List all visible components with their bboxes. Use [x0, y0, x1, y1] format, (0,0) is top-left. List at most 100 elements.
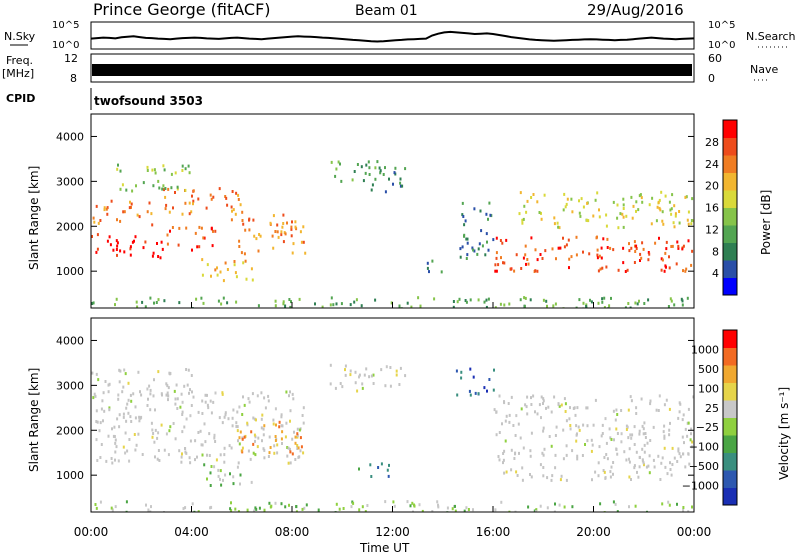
scatter-cell — [213, 465, 216, 469]
scatter-cell — [409, 504, 412, 508]
scatter-cell — [553, 222, 556, 226]
scatter-cell — [655, 408, 658, 412]
scatter-cell — [616, 413, 619, 416]
scatter-cell — [554, 466, 557, 470]
scatter-cell — [609, 470, 612, 474]
scatter-cell — [503, 401, 506, 405]
scatter-cell — [290, 234, 293, 238]
scatter-cell — [133, 239, 135, 243]
scatter-cell — [261, 439, 263, 443]
scatter-cell — [105, 459, 108, 463]
scatter-cell — [485, 212, 488, 216]
colorbar-tick-label: −1000 — [682, 480, 719, 493]
scatter-cell — [151, 435, 154, 439]
scatter-cell — [232, 208, 235, 212]
colorbar-tick-label: −100 — [689, 441, 719, 454]
scatter-cell — [168, 372, 171, 376]
scatter-cell — [465, 506, 468, 510]
scatter-cell — [295, 227, 298, 231]
scatter-cell — [114, 458, 116, 462]
scatter-cell — [106, 206, 109, 210]
colorbar-swatch — [723, 225, 737, 243]
scatter-cell — [131, 240, 134, 244]
scatter-cell — [160, 423, 163, 427]
scatter-cell — [516, 474, 519, 477]
scatter-cell — [201, 453, 204, 457]
scatter-cell — [289, 450, 292, 454]
scatter-cell — [300, 445, 303, 449]
scatter-cell — [244, 259, 247, 263]
scatter-cell — [639, 252, 642, 256]
nsky-label: N.Sky — [4, 30, 36, 43]
scatter-cell — [153, 378, 155, 382]
scatter-cell — [658, 198, 661, 202]
scatter-cell — [382, 173, 385, 176]
scatter-cell — [582, 423, 585, 427]
scatter-cell — [569, 424, 572, 427]
scatter-cell — [115, 248, 118, 251]
scatter-cell — [555, 425, 558, 429]
scatter-cell — [384, 500, 387, 504]
scatter-cell — [538, 211, 541, 214]
scatter-cell — [115, 445, 118, 449]
scatter-cell — [206, 477, 208, 481]
scatter-cell — [138, 215, 141, 219]
scatter-cell — [637, 475, 640, 479]
scatter-cell — [287, 446, 290, 450]
scatter-cell — [629, 395, 632, 399]
scatter-cell — [465, 257, 468, 260]
scatter-cell — [663, 436, 666, 440]
scatter-cell — [410, 305, 413, 308]
scatter-cell — [114, 441, 117, 445]
scatter-cell — [128, 459, 131, 463]
scatter-cell — [227, 417, 230, 421]
colorbar-tick-label: −25 — [696, 421, 719, 434]
scatter-cell — [394, 166, 397, 170]
scatter-cell — [368, 166, 371, 170]
scatter-cell — [278, 420, 281, 424]
scatter-cell — [210, 227, 213, 231]
scatter-cell — [669, 297, 672, 301]
scatter-cell — [426, 266, 429, 270]
scatter-cell — [487, 217, 489, 221]
scatter-cell — [495, 433, 498, 437]
scatter-cell — [684, 195, 687, 199]
scatter-cell — [274, 439, 277, 442]
scatter-cell — [633, 261, 636, 264]
scatter-cell — [501, 422, 503, 426]
scatter-cell — [585, 406, 588, 410]
scatter-cell — [501, 241, 504, 245]
scatter-cell — [274, 501, 277, 505]
scatter-cell — [154, 171, 157, 175]
scatter-cell — [384, 384, 387, 388]
scatter-cell — [661, 502, 664, 506]
scatter-cell — [547, 405, 550, 409]
scatter-cell — [203, 422, 206, 426]
scatter-cell — [582, 301, 585, 305]
scatter-cell — [302, 225, 305, 229]
scatter-cell — [638, 299, 640, 303]
scatter-cell — [356, 389, 359, 393]
scatter-cell — [280, 424, 283, 428]
scatter-cell — [221, 391, 224, 395]
scatter-cell — [95, 372, 98, 376]
scatter-cell — [619, 212, 622, 216]
scatter-cell — [594, 398, 597, 402]
scatter-cell — [426, 261, 429, 265]
scatter-cell — [550, 410, 553, 414]
nave-tick-bottom: 0 — [708, 72, 715, 85]
scatter-cell — [191, 248, 193, 252]
scatter-cell — [135, 300, 138, 304]
scatter-cell — [586, 406, 589, 410]
scatter-cell — [281, 430, 284, 434]
scatter-cell — [668, 255, 670, 259]
scatter-cell — [641, 200, 644, 204]
scatter-cell — [124, 372, 127, 376]
scatter-cell — [455, 369, 458, 373]
scatter-cell — [368, 375, 371, 379]
scatter-cell — [615, 448, 618, 451]
scatter-cell — [523, 204, 526, 208]
scatter-cell — [404, 374, 407, 378]
scatter-cell — [174, 397, 177, 401]
